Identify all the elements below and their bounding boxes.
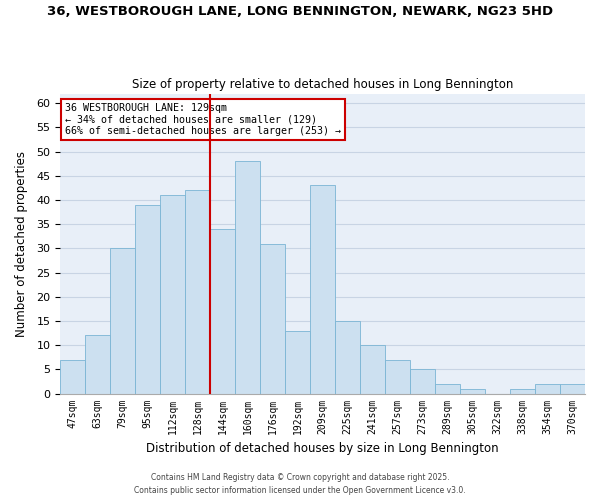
Bar — [385, 360, 410, 394]
Bar — [285, 330, 310, 394]
Bar — [310, 186, 335, 394]
Bar — [335, 321, 360, 394]
Bar — [60, 360, 85, 394]
Bar — [360, 345, 385, 394]
Bar — [160, 195, 185, 394]
Text: 36, WESTBOROUGH LANE, LONG BENNINGTON, NEWARK, NG23 5HD: 36, WESTBOROUGH LANE, LONG BENNINGTON, N… — [47, 5, 553, 18]
Bar — [110, 248, 135, 394]
Bar — [410, 370, 435, 394]
Text: 36 WESTBOROUGH LANE: 129sqm
← 34% of detached houses are smaller (129)
66% of se: 36 WESTBOROUGH LANE: 129sqm ← 34% of det… — [65, 102, 341, 136]
Bar — [235, 162, 260, 394]
X-axis label: Distribution of detached houses by size in Long Bennington: Distribution of detached houses by size … — [146, 442, 499, 455]
Text: Contains HM Land Registry data © Crown copyright and database right 2025.
Contai: Contains HM Land Registry data © Crown c… — [134, 474, 466, 495]
Bar — [260, 244, 285, 394]
Title: Size of property relative to detached houses in Long Bennington: Size of property relative to detached ho… — [132, 78, 513, 91]
Bar — [535, 384, 560, 394]
Bar — [510, 388, 535, 394]
Bar — [135, 205, 160, 394]
Bar — [210, 229, 235, 394]
Bar — [435, 384, 460, 394]
Bar — [560, 384, 585, 394]
Bar — [460, 388, 485, 394]
Bar — [185, 190, 210, 394]
Bar — [85, 336, 110, 394]
Y-axis label: Number of detached properties: Number of detached properties — [15, 150, 28, 336]
